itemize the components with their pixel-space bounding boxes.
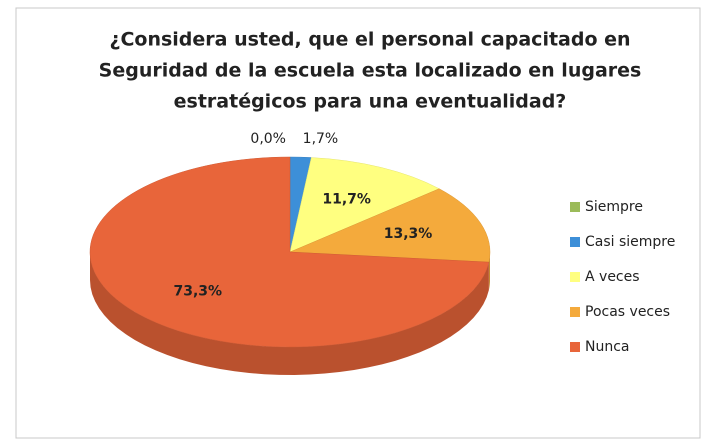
legend-label: Pocas veces bbox=[585, 304, 670, 320]
pie-slice bbox=[89, 156, 490, 348]
legend-label: A veces bbox=[585, 269, 640, 285]
legend-label: Siempre bbox=[585, 199, 643, 215]
slice-side bbox=[90, 252, 489, 375]
data-label: 13,3% bbox=[384, 226, 433, 242]
pie-slice bbox=[289, 188, 491, 263]
data-label: 11,7% bbox=[322, 192, 371, 208]
data-label: 1,7% bbox=[303, 131, 339, 147]
chart-title: ¿Considera usted, que el personal capaci… bbox=[109, 29, 630, 51]
data-label: 0,0% bbox=[250, 131, 286, 147]
legend-swatch bbox=[570, 202, 580, 212]
legend-swatch bbox=[570, 342, 580, 352]
legend-swatch bbox=[570, 237, 580, 247]
legend-swatch bbox=[570, 307, 580, 317]
pie-slice bbox=[289, 157, 440, 253]
legend-label: Nunca bbox=[585, 339, 630, 355]
legend-label: Casi siempre bbox=[585, 234, 675, 250]
legend-swatch bbox=[570, 272, 580, 282]
legend: Siempre Casi siempre A veces Pocas veces Nun… bbox=[570, 199, 675, 355]
data-label: 73,3% bbox=[173, 283, 222, 299]
title-group: ¿Considera usted, que el personal capaci… bbox=[99, 29, 642, 113]
chart-title: estratégicos para una eventualidad? bbox=[174, 91, 567, 113]
pie: 0,0% 1,7% 11,7% 13,3% 73,3% bbox=[89, 131, 491, 375]
chart-title: Seguridad de la escuela esta localizado … bbox=[99, 60, 642, 82]
